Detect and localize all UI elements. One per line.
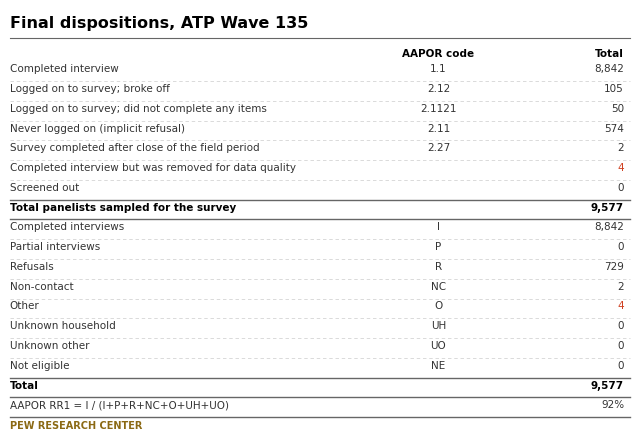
Text: Never logged on (implicit refusal): Never logged on (implicit refusal) (10, 123, 184, 134)
Text: NC: NC (431, 281, 446, 292)
Text: Completed interviews: Completed interviews (10, 222, 124, 233)
Text: 2.1121: 2.1121 (420, 104, 457, 114)
Text: 2: 2 (618, 281, 624, 292)
Text: 2: 2 (618, 143, 624, 154)
Text: Refusals: Refusals (10, 262, 53, 272)
Text: Survey completed after close of the field period: Survey completed after close of the fiel… (10, 143, 259, 154)
Text: 0: 0 (618, 183, 624, 193)
Text: 2.11: 2.11 (427, 123, 450, 134)
Text: 9,577: 9,577 (591, 381, 624, 391)
Text: 4: 4 (618, 163, 624, 173)
Text: 0: 0 (618, 242, 624, 252)
Text: NE: NE (431, 361, 445, 371)
Text: 105: 105 (604, 84, 624, 94)
Text: R: R (435, 262, 442, 272)
Text: Total: Total (10, 381, 38, 391)
Text: I: I (437, 222, 440, 233)
Text: 9,577: 9,577 (591, 202, 624, 213)
Text: 92%: 92% (601, 400, 624, 410)
Text: Screened out: Screened out (10, 183, 79, 193)
Text: Completed interview but was removed for data quality: Completed interview but was removed for … (10, 163, 296, 173)
Text: 4: 4 (618, 301, 624, 312)
Text: UH: UH (431, 321, 446, 331)
Text: 2.27: 2.27 (427, 143, 450, 154)
Text: 2.12: 2.12 (427, 84, 450, 94)
Text: 50: 50 (611, 104, 624, 114)
Text: UO: UO (431, 341, 446, 351)
Text: O: O (435, 301, 442, 312)
Text: 0: 0 (618, 361, 624, 371)
Text: Total panelists sampled for the survey: Total panelists sampled for the survey (10, 202, 236, 213)
Text: Logged on to survey; broke off: Logged on to survey; broke off (10, 84, 170, 94)
Text: 574: 574 (604, 123, 624, 134)
Text: Not eligible: Not eligible (10, 361, 69, 371)
Text: P: P (435, 242, 442, 252)
Text: 1.1: 1.1 (430, 64, 447, 75)
Text: Non-contact: Non-contact (10, 281, 73, 292)
Text: AAPOR RR1 = I / (I+P+R+NC+O+UH+UO): AAPOR RR1 = I / (I+P+R+NC+O+UH+UO) (10, 400, 228, 410)
Text: 8,842: 8,842 (594, 222, 624, 233)
Text: Final dispositions, ATP Wave 135: Final dispositions, ATP Wave 135 (10, 16, 308, 31)
Text: Completed interview: Completed interview (10, 64, 118, 75)
Text: Unknown household: Unknown household (10, 321, 115, 331)
Text: Total: Total (595, 49, 624, 59)
Text: 729: 729 (604, 262, 624, 272)
Text: 8,842: 8,842 (594, 64, 624, 75)
Text: Other: Other (10, 301, 39, 312)
Text: Unknown other: Unknown other (10, 341, 89, 351)
Text: Partial interviews: Partial interviews (10, 242, 100, 252)
Text: Logged on to survey; did not complete any items: Logged on to survey; did not complete an… (10, 104, 266, 114)
Text: PEW RESEARCH CENTER: PEW RESEARCH CENTER (10, 421, 142, 431)
Text: 0: 0 (618, 341, 624, 351)
Text: 0: 0 (618, 321, 624, 331)
Text: AAPOR code: AAPOR code (403, 49, 474, 59)
